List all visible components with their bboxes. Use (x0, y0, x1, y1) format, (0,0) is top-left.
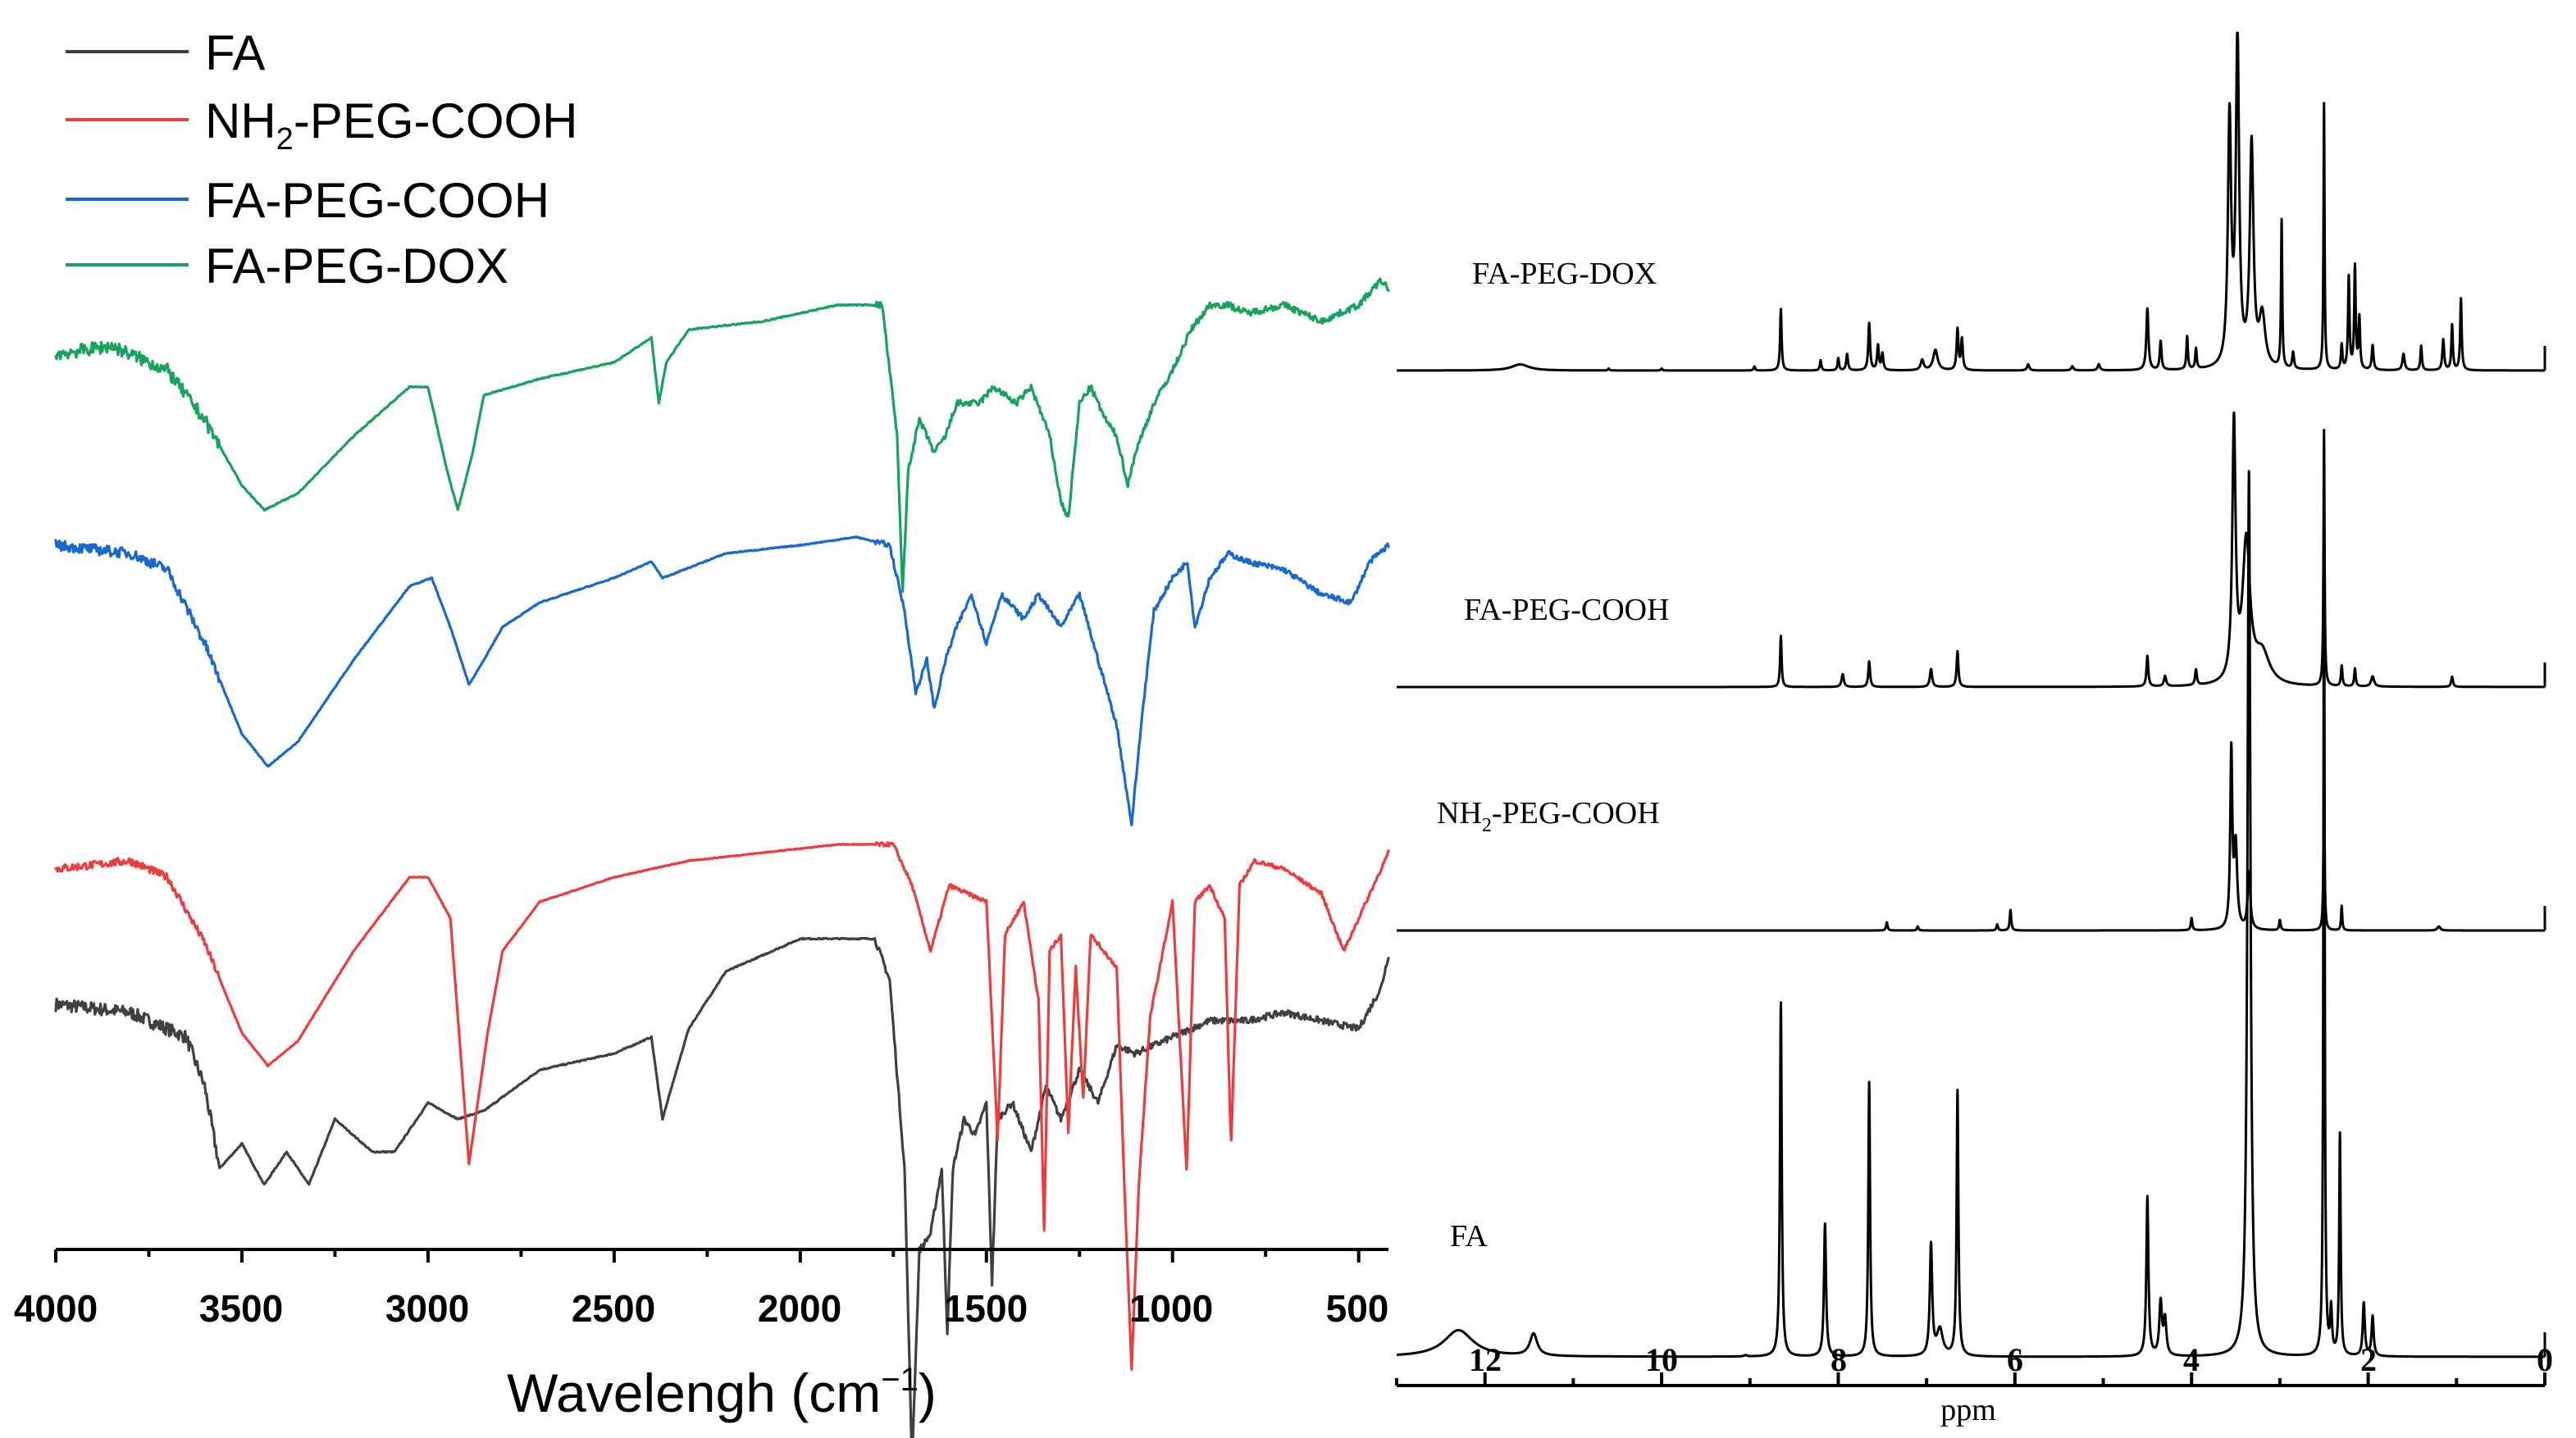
ftir-tick-label: 2500 (572, 1287, 655, 1330)
nmr-label-nh2-peg-cooh: NH2-PEG-COOH (1437, 796, 1660, 836)
ftir-tick-label: 500 (1326, 1287, 1389, 1330)
nmr-tick-label: 0 (2537, 1341, 2553, 1378)
ftir-series-fa (54, 936, 1390, 1438)
nmr-tick-label: 4 (2183, 1341, 2200, 1378)
ftir-series-fa-peg-cooh (54, 535, 1390, 826)
ftir-ticks (54, 1249, 1361, 1263)
ftir-legend: FA NH2-PEG-COOH FA-PEG-COOH FA-PEG-DOX (66, 25, 577, 294)
nmr-label-fa-peg-cooh: FA-PEG-COOH (1464, 593, 1670, 627)
nmr-spectrum-fa (1395, 467, 2546, 1358)
nmr-label-fa: FA (1450, 1219, 1488, 1254)
nmr-label-fa-peg-dox: FA-PEG-DOX (1472, 257, 1657, 291)
nmr-spectrum-nh2-peg-cooh (1395, 741, 2546, 932)
ftir-series-nh2-peg-cooh (54, 841, 1390, 1371)
nmr-tick-label: 12 (1469, 1341, 1502, 1378)
nmr-tick-label: 6 (2007, 1341, 2023, 1378)
legend-label-fa-peg-dox: FA-PEG-DOX (205, 239, 508, 294)
nmr-tick-label: 10 (1645, 1341, 1678, 1378)
nmr-spectrum-fa-peg-dox (1395, 31, 2546, 372)
legend-label-fa-peg-cooh: FA-PEG-COOH (205, 173, 549, 228)
ftir-tick-label: 2000 (758, 1287, 841, 1330)
nmr-tick-labels: 12 10 8 6 4 2 0 (1469, 1341, 2553, 1378)
ftir-series-fa-peg-dox (54, 277, 1390, 594)
nmr-ticks (1395, 1372, 2546, 1386)
ftir-panel: 4000 3500 3000 2500 2000 1500 1000 500 W… (14, 25, 1390, 1438)
ftir-traces (54, 277, 1390, 1438)
nmr-traces (1395, 31, 2546, 1358)
nmr-tick-label: 8 (1831, 1341, 1847, 1378)
ftir-x-axis-title: Wavelengh (cm−1) (507, 1362, 937, 1423)
ftir-tick-label: 3000 (385, 1287, 469, 1330)
nmr-panel: 12 10 8 6 4 2 0 ppm FA NH2-PEG-COOH FA-P… (1395, 31, 2553, 1427)
legend-label-nh2-peg-cooh: NH2-PEG-COOH (205, 93, 577, 157)
ftir-tick-label: 4000 (14, 1287, 98, 1330)
nmr-tick-label: 2 (2360, 1341, 2377, 1378)
nmr-x-axis-title: ppm (1940, 1393, 1996, 1427)
ftir-tick-label: 1500 (944, 1287, 1028, 1330)
legend-label-fa: FA (205, 25, 265, 80)
nmr-spectrum-fa-peg-cooh (1395, 411, 2546, 689)
ftir-tick-label: 3500 (199, 1287, 283, 1330)
ftir-tick-label: 1000 (1129, 1287, 1213, 1330)
ftir-tick-labels: 4000 3500 3000 2500 2000 1500 1000 500 (14, 1287, 1389, 1330)
